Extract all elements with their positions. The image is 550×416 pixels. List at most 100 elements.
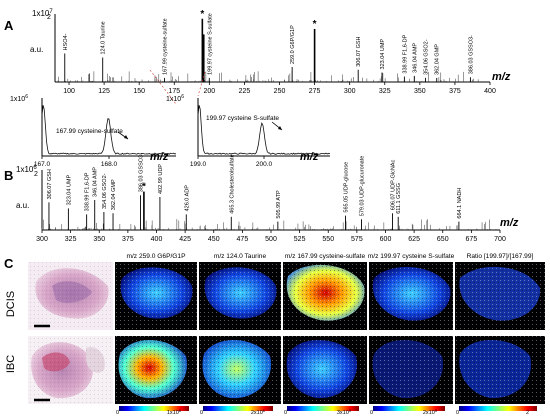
panel-a-tick-label: 175 (168, 88, 180, 95)
inset-2-ticks: 199.0 200.0 (190, 156, 273, 168)
panel-letter-b: B (4, 168, 13, 183)
panel-a-peak-label: 362.04 GMP (435, 44, 441, 75)
heatmap-dcis-taurine (199, 262, 281, 330)
heatmap-ibc-taurine (199, 336, 281, 404)
panel-b-peak-label: 664.1 NADH (457, 188, 463, 219)
inset-2-title: 199.97 cysteine S-sulfate (206, 115, 279, 122)
panel-b-peak-label: 354.06 GSO2- (102, 173, 108, 209)
panel-a-peak-star: * (313, 19, 317, 30)
inset-2-y-exponent: 1x106 (166, 94, 184, 103)
heatmap-ibc-cysteine-s-sulfate (369, 336, 453, 404)
inset-2-tick-label: 200.0 (256, 161, 273, 168)
panel-b-peak-label: 579.03 UDP-glucuronate (359, 156, 365, 217)
panel-c-titles: m/z 259.0 G6P/G1P m/z 124.0 Taurine m/z 16… (126, 253, 533, 260)
panel-b-x-ticks: 300 325 350 375 400 425 450 475 500 525 550 575 600 6… (36, 230, 506, 243)
panel-a-tick-label: 100 (63, 88, 75, 95)
inset-1-tick-label: 168.0 (101, 161, 118, 168)
panel-a-peak-label: 259.0 G6P/G1P (290, 25, 296, 64)
inset-1-y-exponent: 1x106 (10, 94, 28, 103)
panel-b-ylabel: a.u. (16, 201, 29, 210)
inset-2-trace (197, 105, 331, 155)
panel-b-peak-label: 386.03 GSSO3- (139, 153, 145, 192)
panel-b-tick-label: 600 (380, 236, 392, 243)
panel-a-peak-star: * (200, 9, 204, 20)
panel-b-noise (41, 219, 497, 230)
panel-b-peak-label: 606.07 UDP-GlcNAc (390, 160, 396, 211)
panel-b-peak-label: 402.99 UDP (158, 164, 164, 194)
panel-c-colorbars: 0 1x106 0 2x106 0 3x105 0 2x105 0 2 (116, 406, 537, 416)
panel-a-peak-label: 354.06 GSO2- (424, 39, 430, 75)
inset-1-tick-label: 167.0 (34, 161, 51, 168)
inset-2-xlabel: m/z (300, 151, 319, 163)
colorbar-min: 0 (284, 410, 287, 416)
panel-a-peak-label: 199.97 cysteine S-sulfate (207, 13, 213, 75)
panel-b-peak-label: 338.99 F1,6-DP (85, 172, 91, 211)
heatmap-dcis-cysteine-sulfate (283, 262, 367, 330)
panel-b-tick-label: 475 (237, 236, 249, 243)
panel-b-tick-label: 350 (93, 236, 105, 243)
panel-b-tick-label: 700 (494, 236, 506, 243)
panel-c-column-title: m/z 259.0 G6P/G1P (126, 253, 186, 260)
panel-a-tick-label: 375 (449, 88, 461, 95)
panel-a-noise (57, 71, 479, 82)
panel-b-peak-label: 346.04 AMP (93, 167, 99, 197)
panel-b-y-exponent: 1x106 (16, 165, 37, 174)
panel-b-tick-label: 625 (408, 236, 420, 243)
panel-a-tick-label: 125 (98, 88, 110, 95)
inset-1-title: 167.99 cysteine-sulfate (56, 128, 123, 135)
heatmap-ibc-g6p (115, 336, 197, 404)
panel-b-tick-label: 450 (208, 236, 220, 243)
heatmap-ibc-ratio (455, 336, 545, 404)
colorbar (119, 406, 189, 411)
panel-b-peak-star: * (142, 182, 146, 193)
colorbar (203, 406, 273, 411)
colorbar-min: 0 (200, 410, 203, 416)
heatmap-dcis-cysteine-s-sulfate (369, 262, 453, 330)
panel-a-tick-label: 225 (239, 88, 251, 95)
panel-letter-a: A (4, 18, 14, 33)
panel-b-tick-label: 550 (322, 236, 334, 243)
panel-a-tick-label: 250 (274, 88, 286, 95)
panel-a-xlabel: m/z (492, 71, 511, 83)
panel-b-peak-label: 362.04 GMP (111, 179, 117, 210)
panel-b-tick-label: 575 (351, 236, 363, 243)
panel-b-peak-label: 565.05 UDP-glucose (343, 162, 349, 213)
panel-a-ylabel: a.u. (30, 45, 43, 54)
row-label-ibc: IBC (5, 355, 17, 373)
he-image-ibc (28, 336, 113, 404)
heatmap-ibc-cysteine-sulfate (283, 336, 367, 404)
panel-b-tick-label: 650 (437, 236, 449, 243)
panel-a-peak-label: 338.99 F1,6-DP (402, 34, 408, 73)
panel-b-tick-label: 400 (151, 236, 163, 243)
panel-a-y-tick-top: 2 (47, 14, 51, 21)
zoom-connector-1 (149, 69, 177, 105)
inset-1-arrowhead (124, 135, 128, 139)
panel-a-tick-label: 300 (344, 88, 356, 95)
he-image-dcis (28, 262, 113, 330)
panel-a-tick-label: 275 (309, 88, 321, 95)
colorbar-min: 0 (370, 410, 373, 416)
panel-b-xlabel: m/z (500, 217, 519, 229)
panel-a-peak-label: 306.07 GSH (356, 36, 362, 66)
colorbar-max: 2x106 (251, 408, 266, 416)
colorbar-max: 2x105 (423, 408, 438, 416)
panel-b-tick-label: 375 (122, 236, 134, 243)
panel-c-column-title: m/z 199.97 cysteine S-sulfate (368, 253, 455, 260)
panel-b-tick-label: 525 (294, 236, 306, 243)
panel-a-peaks: HSO4- 124.0 Taurine 167.99 cysteine-sulfat… (63, 9, 474, 82)
panel-b-spectrum: 1x106 2 a.u. m/z 300 325 350 375 400 425 450 47… (16, 153, 519, 243)
colorbar-max: 2 (526, 410, 529, 416)
colorbar (373, 406, 445, 411)
panel-a-peak-label: 124.0 Taurine (101, 21, 107, 54)
panel-b-peak-label: 465.3 Cholesterolsulfate (229, 154, 235, 213)
panel-b-tick-label: 425 (179, 236, 191, 243)
panel-c-column-title: m/z 124.0 Taurine (214, 253, 267, 260)
zoom-connector-2 (197, 71, 206, 97)
panel-b-peak-label: 611.1 GSSG (396, 183, 402, 214)
panel-a-tick-label: 400 (484, 88, 496, 95)
panel-b-peak-label: 323.04 UMP (66, 174, 72, 205)
colorbar-max: 1x106 (167, 408, 182, 416)
panel-b-peak-label: 505.99 ATP (276, 190, 282, 219)
panel-a-tick-label: 150 (133, 88, 145, 95)
